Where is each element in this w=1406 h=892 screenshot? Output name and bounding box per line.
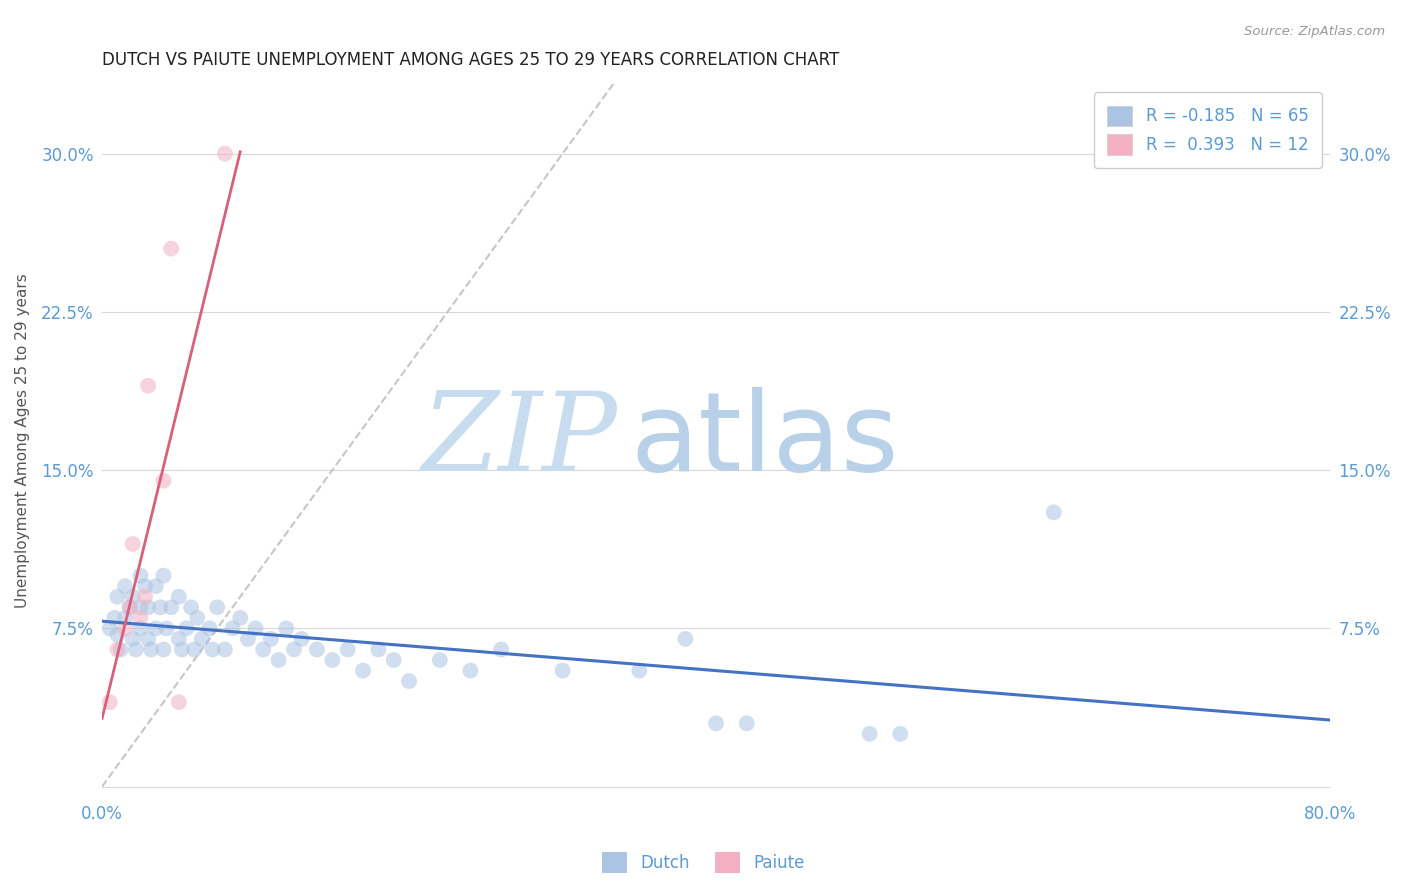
Point — [129, 621, 152, 635]
Point — [276, 621, 298, 635]
Point — [134, 579, 156, 593]
Point — [245, 621, 267, 635]
Point — [267, 653, 290, 667]
Point — [551, 664, 574, 678]
Point — [129, 568, 152, 582]
Point — [134, 590, 156, 604]
Point — [114, 611, 136, 625]
Point — [136, 632, 159, 646]
Y-axis label: Unemployment Among Ages 25 to 29 years: Unemployment Among Ages 25 to 29 years — [15, 273, 30, 608]
Point — [291, 632, 314, 646]
Point — [252, 642, 274, 657]
Point — [321, 653, 343, 667]
Point — [121, 590, 143, 604]
Point — [98, 695, 121, 709]
Point — [103, 611, 125, 625]
Point — [214, 642, 236, 657]
Point — [152, 474, 174, 488]
Legend: R = -0.185   N = 65, R =  0.393   N = 12: R = -0.185 N = 65, R = 0.393 N = 12 — [1094, 93, 1322, 168]
Point — [198, 621, 221, 635]
Point — [141, 642, 163, 657]
Point — [98, 621, 121, 635]
Point — [214, 146, 236, 161]
Point — [889, 727, 911, 741]
Point — [489, 642, 512, 657]
Point — [152, 568, 174, 582]
Point — [114, 621, 136, 635]
Point — [382, 653, 405, 667]
Point — [136, 600, 159, 615]
Point — [201, 642, 224, 657]
Point — [155, 621, 177, 635]
Text: DUTCH VS PAIUTE UNEMPLOYMENT AMONG AGES 25 TO 29 YEARS CORRELATION CHART: DUTCH VS PAIUTE UNEMPLOYMENT AMONG AGES … — [103, 51, 839, 69]
Point — [129, 600, 152, 615]
Point — [149, 600, 172, 615]
Point — [160, 242, 183, 256]
Point — [704, 716, 727, 731]
Point — [221, 621, 243, 635]
Point — [118, 600, 141, 615]
Point — [460, 664, 482, 678]
Point — [336, 642, 359, 657]
Point — [125, 642, 148, 657]
Point — [110, 642, 132, 657]
Point — [735, 716, 758, 731]
Point — [352, 664, 374, 678]
Point — [114, 579, 136, 593]
Point — [160, 600, 183, 615]
Text: ZIP: ZIP — [422, 387, 617, 494]
Point — [205, 600, 228, 615]
Legend: Dutch, Paiute: Dutch, Paiute — [595, 846, 811, 880]
Point — [118, 600, 141, 615]
Point — [1042, 505, 1064, 519]
Point — [236, 632, 259, 646]
Point — [107, 628, 129, 642]
Point — [305, 642, 328, 657]
Point — [136, 378, 159, 392]
Point — [107, 590, 129, 604]
Point — [121, 537, 143, 551]
Point — [398, 674, 420, 689]
Text: atlas: atlas — [630, 387, 898, 494]
Point — [167, 695, 190, 709]
Point — [260, 632, 283, 646]
Point — [628, 664, 651, 678]
Point — [183, 642, 205, 657]
Point — [170, 642, 193, 657]
Point — [673, 632, 696, 646]
Text: Source: ZipAtlas.com: Source: ZipAtlas.com — [1244, 25, 1385, 38]
Point — [129, 611, 152, 625]
Point — [145, 579, 167, 593]
Point — [429, 653, 451, 667]
Point — [121, 632, 143, 646]
Point — [186, 611, 208, 625]
Point — [167, 632, 190, 646]
Point — [176, 621, 198, 635]
Point — [283, 642, 305, 657]
Point — [858, 727, 880, 741]
Point — [167, 590, 190, 604]
Point — [191, 632, 214, 646]
Point — [145, 621, 167, 635]
Point — [180, 600, 202, 615]
Point — [107, 642, 129, 657]
Point — [229, 611, 252, 625]
Point — [152, 642, 174, 657]
Point — [367, 642, 389, 657]
